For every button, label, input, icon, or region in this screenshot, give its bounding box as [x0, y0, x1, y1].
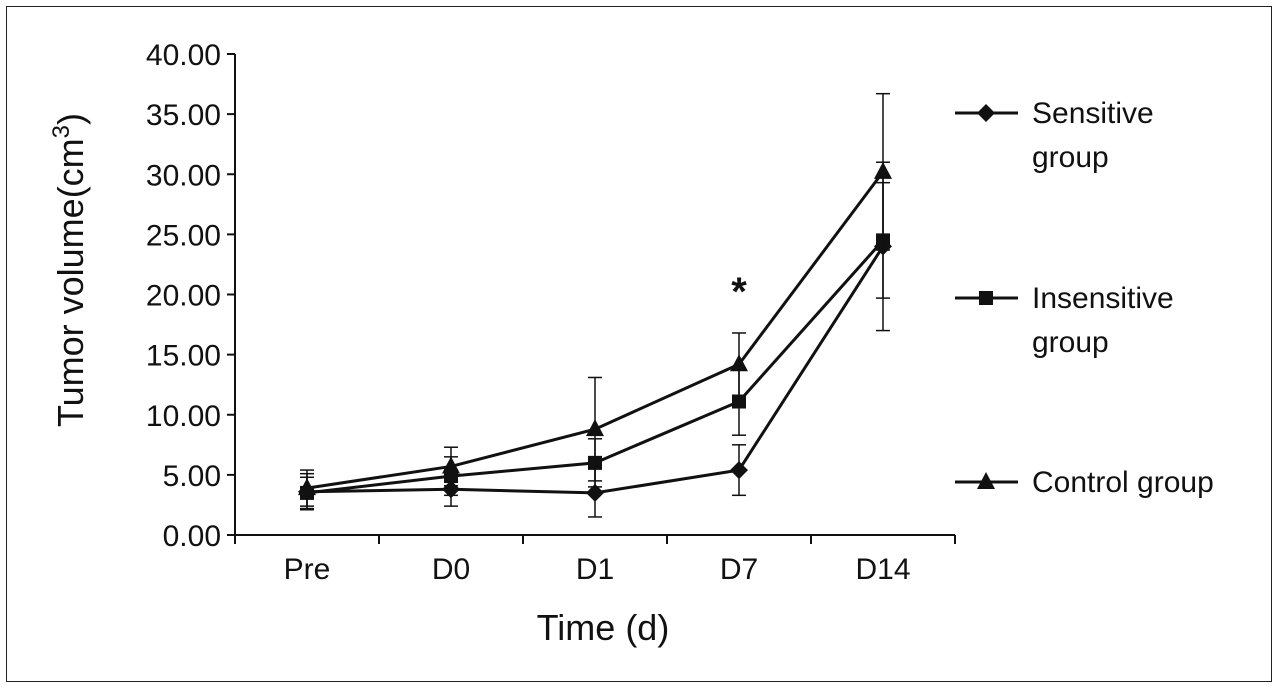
series-triangle	[298, 92, 892, 507]
legend-label-line2: group	[1032, 326, 1109, 359]
y-axis-title: Tumor volume(cm3)	[48, 113, 91, 427]
y-tick-label: 40.00	[146, 39, 221, 72]
legend-label-line2: group	[1032, 141, 1109, 174]
data-point	[298, 478, 316, 496]
legend-entry: Insensitive group	[955, 282, 1174, 359]
legend-marker	[979, 291, 993, 305]
data-point	[442, 456, 460, 474]
significance-asterisk: *	[731, 270, 747, 314]
legend: Sensitive group Insensitive group Control gr…	[955, 97, 1214, 499]
x-axis: Pre D0 D1 D7 D14	[234, 534, 956, 586]
legend-label: Control group	[1032, 466, 1214, 499]
x-axis-title: Time (d)	[537, 607, 670, 648]
y-tick-label: 30.00	[146, 159, 221, 192]
data-point	[730, 354, 748, 372]
legend-marker	[977, 104, 995, 122]
x-tick-label: Pre	[284, 553, 331, 586]
y-axis: 0.00 5.00 10.00 15.00 20.00 25.00 30.00 35.00 40…	[146, 39, 236, 553]
data-point	[730, 461, 748, 480]
data-point	[586, 419, 604, 437]
data-point	[874, 161, 892, 179]
x-tick-label: D1	[576, 553, 614, 586]
y-tick-label: 0.00	[163, 520, 221, 553]
data-point	[732, 394, 746, 409]
y-tick-label: 5.00	[163, 460, 221, 493]
series-layer	[298, 92, 892, 518]
legend-entry: Sensitive group	[955, 97, 1154, 174]
x-tick-label: D0	[432, 553, 470, 586]
x-tick-label: D14	[855, 553, 910, 586]
y-axis-title-superscript: 3	[48, 125, 75, 138]
y-tick-label: 20.00	[146, 280, 221, 313]
figure-frame	[6, 6, 1272, 682]
y-tick-label: 35.00	[146, 99, 221, 132]
legend-label: Insensitive	[1032, 282, 1174, 315]
y-tick-label: 10.00	[146, 400, 221, 433]
y-tick-label: 25.00	[146, 219, 221, 252]
y-tick-label: 15.00	[146, 340, 221, 373]
legend-entry: Control group	[955, 466, 1214, 499]
x-tick-label: D7	[720, 553, 758, 586]
y-axis-title-close: )	[50, 113, 91, 125]
legend-marker	[977, 472, 995, 489]
data-point	[586, 483, 604, 502]
y-axis-title-text: Tumor volume(cm	[50, 138, 91, 427]
legend-label: Sensitive	[1032, 97, 1154, 130]
